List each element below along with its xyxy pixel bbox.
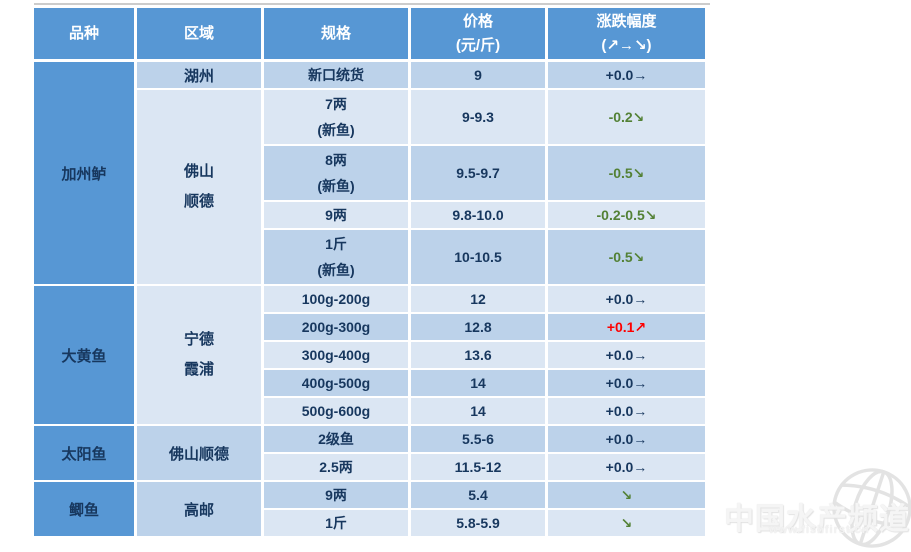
table-row: 9两 9.8-10.0 -0.2-0.5↘ [34,202,708,230]
header-price-line1: 价格 [462,12,493,30]
price-cell: 5.8-5.9 [411,510,548,538]
spec-cell: 300g-400g [264,342,411,370]
change-cell: +0.0→ [548,62,708,90]
table-row: 400g-500g 14 +0.0→ [34,370,708,398]
region-line2: 顺德 [183,193,214,210]
region-cell-huzhou: 湖州 [137,62,264,90]
header-spec: 规格 [264,8,411,62]
variety-cell-jiyu: 鲫鱼 [34,482,137,538]
spec-cell: 2.5两 [264,454,411,482]
price-cell: 9.5-9.7 [411,146,548,202]
change-cell: +0.0→ [548,370,708,398]
header-change-line1: 涨跌幅度 [596,12,657,30]
top-divider [34,3,710,5]
region-line1: 佛山 [183,163,214,180]
spec-cell: 500g-600g [264,398,411,426]
change-cell: ↘ [548,482,708,510]
region-cell-foshan-shunde: 佛山 顺德 [137,90,264,286]
spec-cell: 8两 (新鱼) [264,146,411,202]
variety-cell-taiyangyu: 太阳鱼 [34,426,137,482]
change-cell: +0.0→ [548,454,708,482]
table-row: 大黄鱼 宁德 霞浦 100g-200g 12 +0.0→ [34,286,708,426]
price-cell: 10-10.5 [411,230,548,286]
spec-cell: 9两 [264,482,411,510]
change-cell: +0.0→ [548,398,708,426]
price-cell: 12.8 [411,314,548,342]
table-row: 鲫鱼 高邮 9两 5.4 ↘ [34,482,708,538]
price-cell: 9.8-10.0 [411,202,548,230]
spec-line2: (新鱼) [317,178,355,194]
change-cell: -0.5↘ [548,146,708,202]
header-change-arrows: (↗→↘) [601,36,652,54]
header-region: 区域 [137,8,264,62]
table-row: 300g-400g 13.6 +0.0→ [34,342,708,370]
spec-cell: 9两 [264,202,411,230]
table-row: 太阳鱼 佛山顺德 2级鱼 5.5-6 +0.0→ [34,426,708,482]
change-cell: -0.2-0.5↘ [548,202,708,230]
change-cell: +0.0→ [548,426,708,454]
change-cell: +0.0→ [548,286,708,314]
price-cell: 5.4 [411,482,548,510]
price-cell: 13.6 [411,342,548,370]
change-cell: +0.0→ [548,342,708,370]
price-cell: 14 [411,370,548,398]
region-cell-foshanshunde: 佛山顺德 [137,426,264,482]
spec-cell: 400g-500g [264,370,411,398]
table-row: 200g-300g 12.8 +0.1↗ [34,314,708,342]
spec-line2: (新鱼) [317,262,355,278]
header-change: 涨跌幅度 (↗→↘) [548,8,708,62]
spec-cell: 200g-300g [264,314,411,342]
variety-cell-dahuangyu: 大黄鱼 [34,286,137,426]
spec-cell: 2级鱼 [264,426,411,454]
spec-line1: 8两 [325,152,347,168]
table-row: 500g-600g 14 +0.0→ [34,398,708,426]
header-row: 品种 区域 规格 价格 (元/斤) 涨跌幅度 (↗→↘) [34,8,708,62]
region-line1: 宁德 [183,331,214,348]
header-price: 价格 (元/斤) [411,8,548,62]
table-row: 佛山 顺德 7两 (新鱼) 9-9.3 -0.2↘ [34,90,708,286]
variety-cell-jiazhoulu: 加州鲈 [34,62,137,286]
change-cell: ↘ [548,510,708,538]
region-cell-gaoyou: 高邮 [137,482,264,538]
header-price-unit: (元/斤) [455,36,501,54]
change-cell: +0.1↗ [548,314,708,342]
fish-price-table: 品种 区域 规格 价格 (元/斤) 涨跌幅度 (↗→↘) 加州鲈 湖州 新口统货… [34,8,708,538]
change-cell: -0.5↘ [548,230,708,286]
table-row: 1斤 (新鱼) 10-10.5 -0.5↘ [34,230,708,286]
spec-cell: 100g-200g [264,286,411,314]
table-row: 2.5两 11.5-12 +0.0→ [34,454,708,482]
table-row: 加州鲈 湖州 新口统货 9 +0.0→ [34,62,708,286]
price-cell: 12 [411,286,548,314]
spec-line1: 1斤 [325,236,347,252]
globe-icon [832,468,911,548]
spec-cell: 1斤 (新鱼) [264,230,411,286]
table-row: 1斤 5.8-5.9 ↘ [34,510,708,538]
spec-cell: 新口统货 [264,62,411,90]
price-cell: 11.5-12 [411,454,548,482]
spec-cell: 1斤 [264,510,411,538]
spec-line1: 7两 [325,96,347,112]
header-variety: 品种 [34,8,137,62]
price-cell: 14 [411,398,548,426]
spec-cell: 7两 (新鱼) [264,90,411,146]
region-line2: 霞浦 [183,361,214,378]
change-cell: -0.2↘ [548,90,708,146]
price-cell: 9 [411,62,548,90]
spec-line2: (新鱼) [317,122,355,138]
table-row: 8两 (新鱼) 9.5-9.7 -0.5↘ [34,146,708,202]
price-cell: 5.5-6 [411,426,548,454]
region-cell-ningde-xiapu: 宁德 霞浦 [137,286,264,426]
price-cell: 9-9.3 [411,90,548,146]
